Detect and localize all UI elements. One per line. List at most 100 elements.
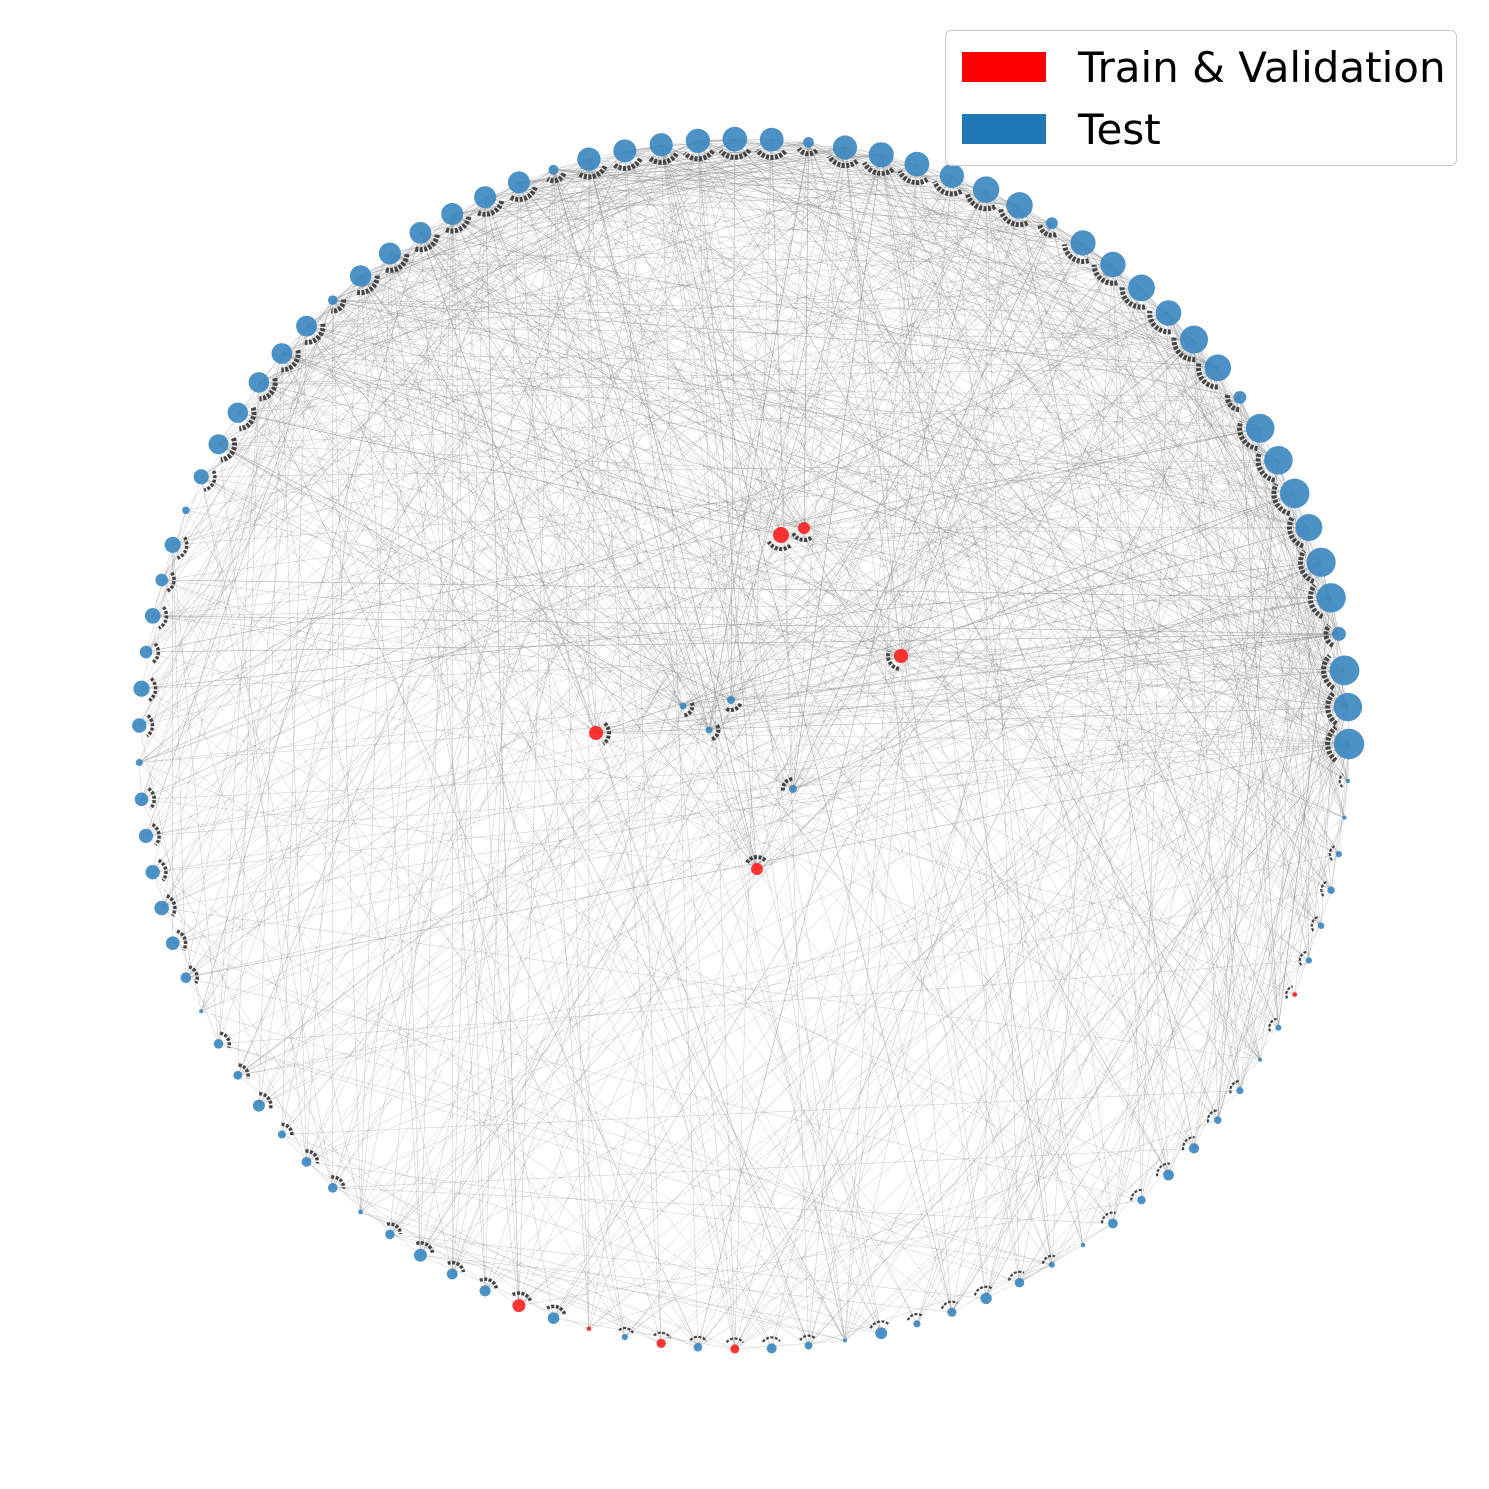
edge <box>139 633 1339 763</box>
edge <box>792 223 1053 790</box>
test-node <box>199 1009 204 1014</box>
edge <box>985 527 1310 1299</box>
edge <box>172 312 1169 546</box>
arrowhead-cluster <box>305 1149 320 1164</box>
edge <box>780 242 1084 536</box>
legend-item-train: Train & Validation <box>962 43 1446 92</box>
edge <box>420 232 1218 1121</box>
edge <box>141 213 453 800</box>
edge <box>588 159 662 1344</box>
edge <box>139 232 421 726</box>
edge <box>985 189 1261 1060</box>
edge <box>916 397 1241 1324</box>
edge <box>306 460 1279 1163</box>
edge <box>145 300 334 836</box>
test-node <box>613 139 637 163</box>
arrowhead-cluster <box>1328 845 1336 861</box>
edge <box>145 428 1261 653</box>
edge <box>201 1010 1052 1266</box>
edge <box>708 147 846 731</box>
edge <box>258 382 1340 855</box>
edge <box>518 182 1218 369</box>
edge <box>185 977 361 1213</box>
edge <box>389 253 1310 961</box>
test-node <box>385 1229 395 1240</box>
edge <box>1051 853 1340 1265</box>
test-node <box>1331 626 1346 641</box>
edge <box>306 222 1052 327</box>
edge <box>360 275 1114 1224</box>
edge <box>152 615 1339 635</box>
edge <box>218 264 1113 445</box>
edge <box>281 223 1052 1135</box>
edge <box>730 242 1084 701</box>
edge <box>661 144 1261 429</box>
edge <box>880 154 1261 1060</box>
edge <box>484 197 736 1349</box>
edge <box>1320 562 1345 671</box>
arrowhead-cluster <box>745 855 768 864</box>
arrowhead-cluster <box>148 677 158 702</box>
edge <box>389 253 1349 782</box>
edge <box>218 353 283 445</box>
edge <box>588 670 1345 1329</box>
edge <box>844 147 902 657</box>
arrowhead-cluster <box>1237 420 1259 452</box>
edge <box>281 353 1142 1201</box>
edge <box>771 139 794 790</box>
test-node <box>474 186 497 209</box>
test-node <box>134 792 149 807</box>
edge <box>588 158 1020 206</box>
edge <box>139 527 805 763</box>
edge <box>420 232 597 734</box>
edge <box>1112 562 1322 1224</box>
train-node <box>894 649 908 663</box>
edge <box>218 443 1348 708</box>
edge <box>900 397 1241 657</box>
arrowhead-cluster <box>725 1337 744 1344</box>
edge <box>389 253 809 1346</box>
arrowhead-cluster <box>791 531 813 543</box>
edge <box>360 275 684 707</box>
edge <box>389 253 1195 340</box>
edge <box>360 275 1349 708</box>
edge <box>484 242 1084 1291</box>
arrowhead-cluster <box>799 1334 817 1341</box>
edge <box>951 175 1340 635</box>
edge <box>258 382 453 1275</box>
edge-arc <box>688 792 904 858</box>
edge <box>485 175 952 198</box>
edge <box>141 688 1142 1201</box>
edge <box>360 275 1349 708</box>
edge <box>306 743 1350 1163</box>
edge <box>1193 339 1345 818</box>
test-node <box>1264 446 1293 475</box>
test-node <box>139 645 153 659</box>
edge <box>1239 397 1279 1028</box>
arrowhead-cluster <box>602 721 612 746</box>
edge <box>808 743 1350 1346</box>
test-node <box>301 1157 312 1167</box>
edge <box>258 353 283 1106</box>
test-node <box>164 536 181 553</box>
edge <box>360 275 918 1324</box>
edge <box>452 213 902 657</box>
edge <box>708 633 1339 731</box>
edge <box>553 169 794 790</box>
edge <box>985 339 1195 1299</box>
edge <box>139 205 1020 726</box>
edge <box>808 597 1332 1346</box>
edge <box>1082 242 1332 598</box>
edge <box>281 353 782 536</box>
test-node <box>759 127 784 152</box>
test-node <box>1006 192 1033 219</box>
edge <box>218 443 684 707</box>
edge <box>332 300 732 701</box>
edge <box>803 527 1309 529</box>
edge <box>258 382 1322 926</box>
edge <box>624 743 1350 1338</box>
edge <box>780 534 1339 635</box>
arrowhead-cluster <box>653 1331 672 1339</box>
edge <box>624 150 1322 926</box>
arrowhead-cluster <box>940 1300 958 1310</box>
